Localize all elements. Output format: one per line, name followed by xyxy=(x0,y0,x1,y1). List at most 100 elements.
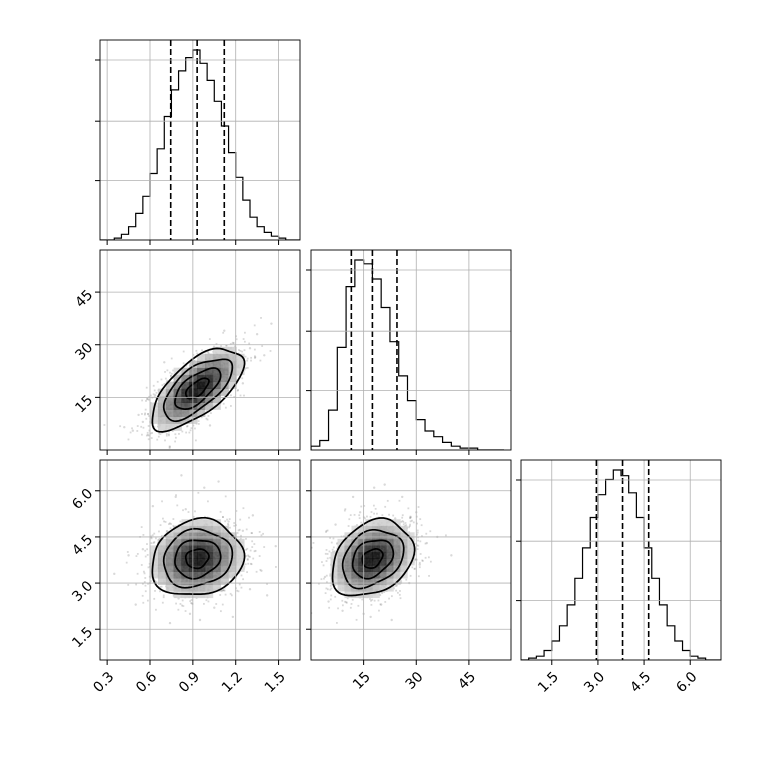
scatter-point xyxy=(386,499,389,502)
density-cell xyxy=(337,545,345,553)
scatter-point xyxy=(418,561,421,564)
scatter-point xyxy=(175,494,177,497)
density-cell xyxy=(197,558,206,566)
scatter-point xyxy=(328,606,331,609)
density-cell xyxy=(197,395,206,403)
density-cell xyxy=(379,532,387,540)
density-cell xyxy=(157,402,167,410)
scatter-point xyxy=(269,350,272,352)
scatter-point xyxy=(347,525,350,527)
density-cell xyxy=(365,551,373,559)
data-point xyxy=(208,424,212,427)
scatter-point xyxy=(169,375,172,377)
scatter-point xyxy=(144,555,147,558)
scatter-point xyxy=(324,592,327,595)
scatter-point xyxy=(419,518,422,521)
scatter-point xyxy=(262,532,264,535)
scatter-point xyxy=(416,531,419,534)
scatter-point xyxy=(363,504,366,507)
density-cell xyxy=(337,538,345,546)
scatter-point xyxy=(144,577,147,579)
scatter-point xyxy=(369,598,371,600)
scatter-point xyxy=(141,413,143,415)
scatter-point xyxy=(381,514,384,517)
scatter-point xyxy=(251,532,253,535)
scatter-point xyxy=(414,559,416,561)
data-point xyxy=(180,474,183,477)
scatter-point xyxy=(408,526,410,529)
scatter-point xyxy=(159,524,162,527)
scatter-point xyxy=(235,338,238,341)
scatter-point xyxy=(142,534,145,536)
scatter-point xyxy=(394,585,397,587)
scatter-point xyxy=(371,598,374,601)
scatter-point xyxy=(259,568,262,571)
scatter-point xyxy=(417,544,420,547)
density-cell xyxy=(358,545,366,553)
scatter-point xyxy=(223,589,226,592)
scatter-point xyxy=(408,531,411,534)
scatter-point xyxy=(425,532,428,535)
panel-frame xyxy=(520,459,722,661)
scatter-point xyxy=(237,529,240,532)
density-cell xyxy=(236,551,245,559)
scatter-point xyxy=(429,560,432,563)
density-cell xyxy=(372,565,380,572)
data-point xyxy=(265,594,269,597)
scatter-point xyxy=(230,594,233,597)
scatter-point xyxy=(249,562,252,565)
scatter-point xyxy=(326,529,329,532)
density-cell xyxy=(157,409,167,417)
histogram-panel-p2 xyxy=(306,249,512,455)
scatter-point xyxy=(373,512,376,515)
scatter-point xyxy=(358,514,361,517)
scatter-point xyxy=(401,520,404,522)
density-panel-p1-p3-area xyxy=(113,474,277,625)
scatter-point xyxy=(243,368,246,371)
density-cell xyxy=(236,367,245,376)
scatter-point xyxy=(158,432,160,435)
scatter-point xyxy=(206,410,208,412)
panel-frame xyxy=(99,249,301,451)
data-point xyxy=(203,486,206,489)
scatter-point xyxy=(252,557,255,560)
density-cell xyxy=(330,551,338,559)
scatter-point xyxy=(148,415,150,417)
density-cell xyxy=(212,346,222,355)
data-point xyxy=(248,588,252,591)
density-cell xyxy=(220,545,229,553)
data-point xyxy=(231,341,235,345)
density-panel-p1-p3 xyxy=(95,459,301,665)
scatter-point xyxy=(245,528,248,531)
scatter-point xyxy=(185,431,188,434)
scatter-point xyxy=(329,588,332,591)
scatter-point xyxy=(358,517,361,520)
data-point xyxy=(145,397,149,401)
density-cell xyxy=(212,519,222,527)
scatter-point xyxy=(376,512,378,515)
density-cell xyxy=(189,519,198,527)
scatter-point xyxy=(190,602,193,604)
scatter-point xyxy=(445,534,447,537)
scatter-point xyxy=(165,530,168,533)
scatter-point xyxy=(206,418,209,421)
density-cell xyxy=(157,551,167,559)
scatter-point xyxy=(182,350,185,353)
scatter-point xyxy=(261,345,264,347)
scatter-point xyxy=(418,566,421,569)
density-cell xyxy=(189,551,198,559)
scatter-point xyxy=(399,590,401,592)
scatter-point xyxy=(329,598,332,601)
scatter-point xyxy=(192,424,195,427)
scatter-point xyxy=(325,560,328,562)
scatter-point xyxy=(345,601,348,604)
density-cell xyxy=(351,545,359,553)
density-cell xyxy=(157,545,167,553)
scatter-point xyxy=(153,389,156,392)
density-cell xyxy=(197,402,206,410)
scatter-point xyxy=(325,531,327,533)
density-cell xyxy=(157,558,167,566)
density-cell xyxy=(181,402,190,410)
scatter-point xyxy=(119,425,122,428)
